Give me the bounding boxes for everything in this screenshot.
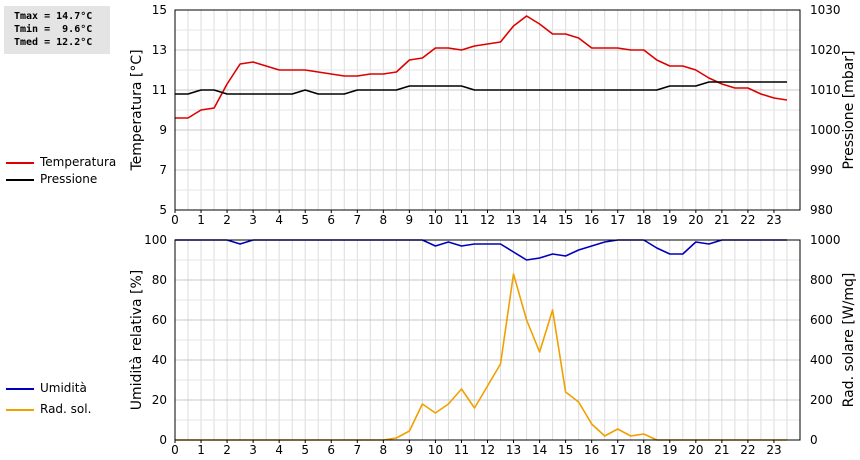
x-tick-label: 7 — [353, 213, 361, 227]
y-tick-label: 40 — [152, 353, 167, 367]
x-tick-label: 19 — [662, 443, 677, 457]
x-tick-label: 4 — [275, 213, 283, 227]
y-axis-title: Umidità relativa [%] — [129, 270, 145, 411]
y2-tick-label: 990 — [810, 163, 833, 177]
x-tick-label: 2 — [223, 213, 231, 227]
x-tick-label: 15 — [558, 213, 573, 227]
y-tick-label: 15 — [152, 3, 167, 17]
y2-tick-label: 1000 — [810, 123, 841, 137]
x-tick-label: 16 — [584, 443, 599, 457]
x-tick-label: 6 — [327, 443, 335, 457]
x-tick-label: 12 — [480, 443, 495, 457]
x-tick-label: 0 — [171, 443, 179, 457]
x-tick-label: 17 — [610, 443, 625, 457]
stat-tmed: Tmed = 12.2°C — [14, 37, 93, 48]
x-tick-label: 23 — [766, 213, 781, 227]
x-tick-label: 11 — [454, 213, 469, 227]
x-tick-label: 9 — [406, 443, 414, 457]
x-tick-label: 22 — [740, 443, 755, 457]
y-tick-label: 9 — [159, 123, 167, 137]
x-tick-label: 20 — [688, 443, 703, 457]
y2-tick-label: 400 — [810, 353, 833, 367]
x-tick-label: 22 — [740, 213, 755, 227]
x-tick-label: 1 — [197, 213, 205, 227]
x-tick-label: 3 — [249, 443, 257, 457]
y2-axis-title: Rad. solare [W/mq] — [841, 273, 857, 408]
x-tick-label: 0 — [171, 213, 179, 227]
x-tick-label: 3 — [249, 213, 257, 227]
y2-tick-label: 800 — [810, 273, 833, 287]
stat-tmin: Tmin = 9.6°C — [14, 24, 93, 35]
x-tick-label: 16 — [584, 213, 599, 227]
y2-tick-label: 1000 — [810, 233, 841, 247]
x-tick-label: 1 — [197, 443, 205, 457]
x-tick-label: 13 — [506, 213, 521, 227]
y-tick-label: 100 — [144, 233, 167, 247]
y-tick-label: 0 — [159, 433, 167, 447]
legend-label-temperatura: Temperatura — [40, 155, 117, 169]
y2-tick-label: 0 — [810, 433, 818, 447]
y-tick-label: 5 — [159, 203, 167, 217]
stat-tmax: Tmax = 14.7°C — [14, 11, 93, 22]
x-tick-label: 12 — [480, 213, 495, 227]
y-tick-label: 13 — [152, 43, 167, 57]
x-tick-label: 21 — [714, 213, 729, 227]
x-tick-label: 19 — [662, 213, 677, 227]
stats-box: Tmax = 14.7°C Tmin = 9.6°C Tmed = 12.2°C — [4, 6, 110, 54]
legend-label-rad-sol: Rad. sol. — [40, 402, 92, 416]
x-tick-label: 15 — [558, 443, 573, 457]
legend-label-umidita: Umidità — [40, 381, 87, 395]
y-tick-label: 20 — [152, 393, 167, 407]
y2-tick-label: 1010 — [810, 83, 841, 97]
legend-swatch-rad-sol — [6, 409, 34, 411]
x-tick-label: 17 — [610, 213, 625, 227]
x-tick-label: 2 — [223, 443, 231, 457]
x-tick-label: 18 — [636, 443, 651, 457]
legend-swatch-umidita — [6, 388, 34, 390]
x-tick-label: 4 — [275, 443, 283, 457]
y2-axis-title: Pressione [mbar] — [841, 50, 857, 169]
y-tick-label: 60 — [152, 313, 167, 327]
y-tick-label: 80 — [152, 273, 167, 287]
y2-tick-label: 600 — [810, 313, 833, 327]
y-tick-label: 11 — [152, 83, 167, 97]
x-tick-label: 6 — [327, 213, 335, 227]
y2-tick-label: 1030 — [810, 3, 841, 17]
x-tick-label: 18 — [636, 213, 651, 227]
x-tick-label: 21 — [714, 443, 729, 457]
legend-swatch-temperatura — [6, 162, 34, 164]
x-tick-label: 11 — [454, 443, 469, 457]
x-tick-label: 8 — [380, 213, 388, 227]
y2-tick-label: 200 — [810, 393, 833, 407]
series-line-temperatura — [175, 15, 788, 119]
x-tick-label: 10 — [428, 213, 443, 227]
x-tick-label: 13 — [506, 443, 521, 457]
y-tick-label: 7 — [159, 163, 167, 177]
y2-tick-label: 980 — [810, 203, 833, 217]
x-tick-label: 23 — [766, 443, 781, 457]
x-tick-label: 14 — [532, 213, 547, 227]
legend-label-pressione: Pressione — [40, 172, 98, 186]
x-tick-label: 14 — [532, 443, 547, 457]
x-tick-label: 20 — [688, 213, 703, 227]
x-tick-label: 9 — [406, 213, 414, 227]
x-tick-label: 10 — [428, 443, 443, 457]
y2-tick-label: 1020 — [810, 43, 841, 57]
series-line-pressione — [175, 81, 787, 95]
x-tick-label: 8 — [380, 443, 388, 457]
x-tick-label: 5 — [301, 443, 309, 457]
legend-swatch-pressione — [6, 179, 34, 181]
x-tick-label: 7 — [353, 443, 361, 457]
y-axis-title: Temperatura [°C] — [129, 49, 145, 171]
x-tick-label: 5 — [301, 213, 309, 227]
